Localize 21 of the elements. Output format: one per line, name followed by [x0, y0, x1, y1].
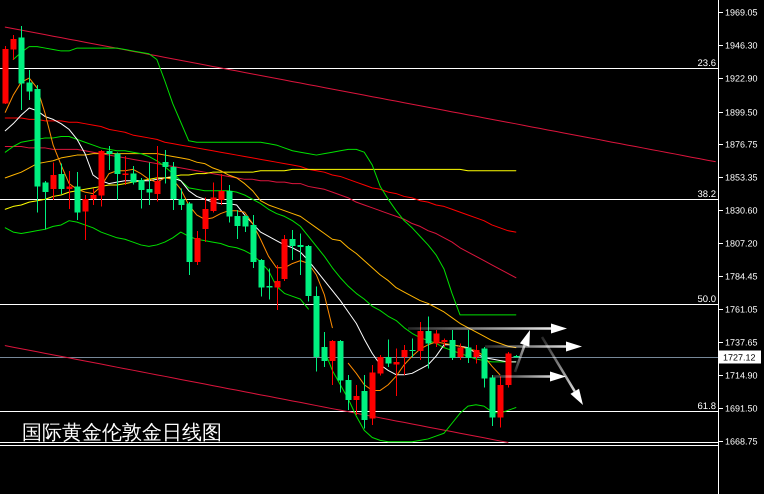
ytick-label: 1714.90 [725, 370, 758, 380]
title: 国际黄金伦敦金日线图 [22, 420, 222, 444]
level-label: 23.6 [698, 58, 716, 69]
level-label: 38.2 [698, 189, 716, 200]
ytick-label: 1922.90 [725, 74, 758, 84]
ytick-label: 1946.30 [725, 40, 758, 50]
ref-line-label: 1727.12 [723, 352, 756, 362]
ytick-label: 1969.05 [725, 8, 758, 18]
ytick-label: 1691.50 [725, 404, 758, 414]
ytick-label: 1761.05 [725, 304, 758, 314]
ytick-label: 1784.45 [725, 272, 758, 282]
level-label: 50.0 [698, 294, 716, 305]
price-tag: 1727.12 [719, 350, 761, 364]
ytick-label: 1830.60 [725, 206, 758, 216]
ytick-label: 1737.65 [725, 338, 758, 348]
level-label: 61.8 [698, 401, 716, 412]
ytick-label: 1853.35 [725, 172, 758, 182]
ytick-label: 1668.75 [725, 436, 758, 446]
ytick-label: 1899.50 [725, 108, 758, 118]
ytick-label: 1807.20 [725, 238, 758, 248]
ytick-label: 1876.75 [725, 140, 758, 150]
